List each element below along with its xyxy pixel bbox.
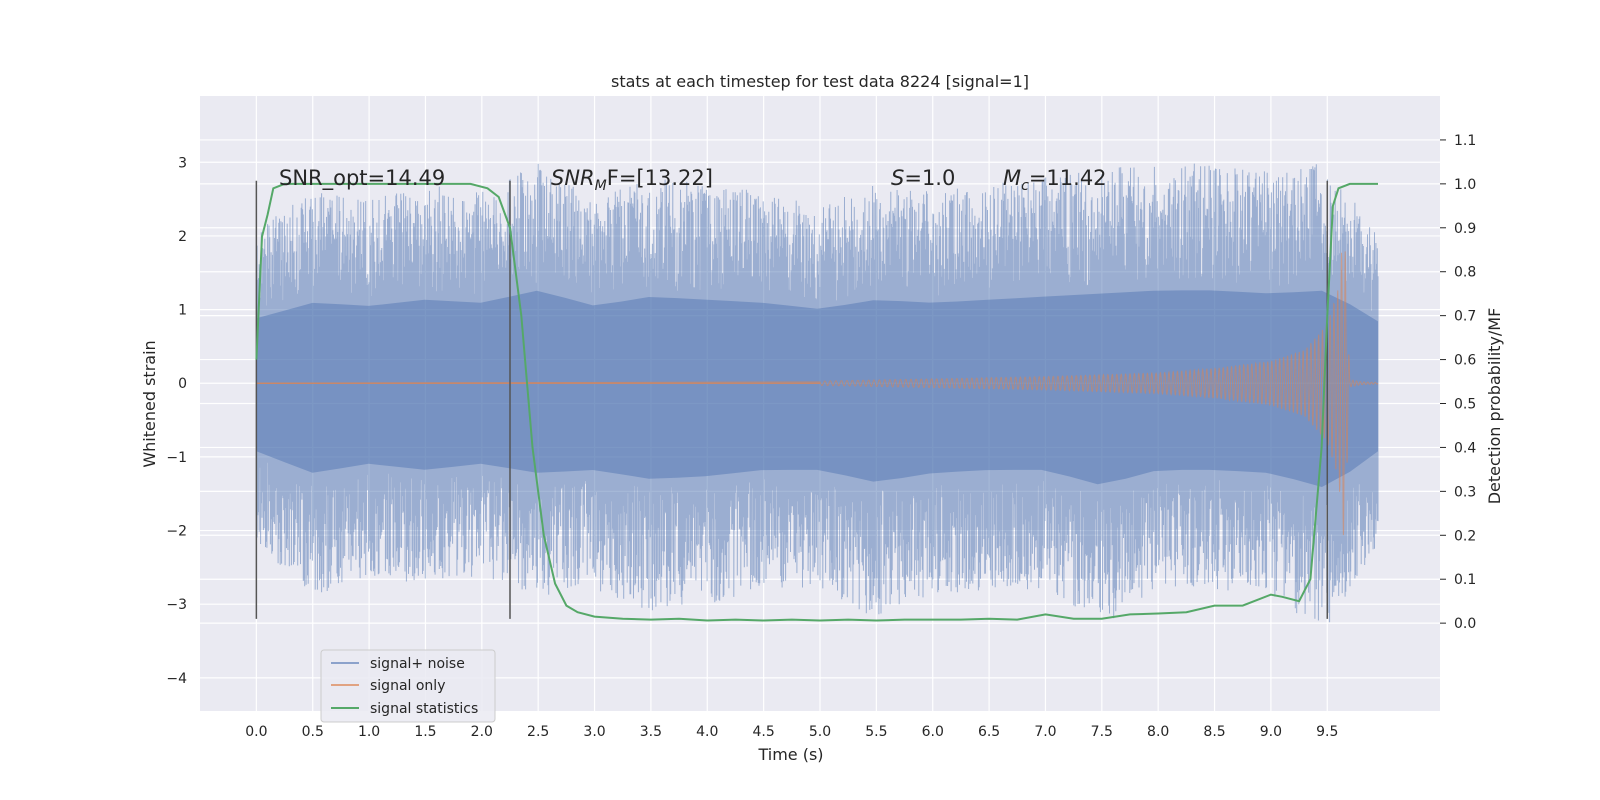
y2-tick-label: 0.4 [1454, 440, 1476, 456]
y-tick-label: −4 [166, 671, 187, 687]
y2-tick-label: 0.7 [1454, 309, 1476, 325]
y-tick-label: 0 [178, 376, 187, 392]
noise-core-band [256, 290, 1378, 487]
x-tick-label: 1.5 [414, 724, 436, 740]
y2-tick-label: 0.3 [1454, 484, 1476, 500]
x-tick-label: 1.0 [358, 724, 380, 740]
y2-tick-label: 0.1 [1454, 572, 1476, 588]
y-ticks: −4 −3 −2 −1 0 1 2 3 [166, 155, 187, 687]
y-tick-label: −3 [166, 597, 187, 613]
x-tick-label: 8.0 [1147, 724, 1169, 740]
stats-series [255, 182, 1378, 622]
x-tick-label: 3.0 [583, 724, 605, 740]
y2-axis-label: Detection probability/MF [1485, 308, 1504, 505]
annotation-mc: Mc=11.42 [1003, 166, 1107, 194]
x-tick-label: 7.5 [1091, 724, 1113, 740]
legend-label-stats: signal statistics [370, 701, 478, 717]
legend-box [320, 649, 496, 723]
x-tick-label: 9.5 [1316, 724, 1338, 740]
y2-tick-label: 1.0 [1454, 177, 1476, 193]
y2-ticks: 0.0 0.1 0.2 0.3 0.4 0.5 0.6 0.7 0.8 0.9 1.0 1.1 [1440, 133, 1476, 632]
annotation-snr-mf: SNRMF=[13.22] [551, 166, 713, 194]
signal-line [256, 251, 1379, 536]
x-tick-label: 5.0 [809, 724, 831, 740]
x-tick-label: 5.5 [865, 724, 887, 740]
signal-series [256, 251, 1379, 536]
y-tick-label: 1 [178, 303, 187, 319]
x-tick-label: 6.5 [978, 724, 1000, 740]
x-tick-label: 2.5 [527, 724, 549, 740]
x-tick-label: 3.5 [640, 724, 662, 740]
chart-title: stats at each timestep for test data 822… [611, 72, 1029, 91]
y2-tick-label: 0.9 [1454, 221, 1476, 237]
legend: signal+ noise signal only signal statist… [320, 649, 496, 723]
y2-tick-label: 0.0 [1454, 616, 1476, 632]
annotations: SNR_opt=14.49 SNRMF=[13.22] S=1.0 Mc=11.… [279, 166, 1107, 194]
x-tick-label: 0.5 [302, 724, 324, 740]
y2-tick-label: 0.2 [1454, 528, 1476, 544]
x-tick-label: 9.0 [1260, 724, 1282, 740]
y-tick-label: −1 [166, 450, 187, 466]
y-tick-label: −2 [166, 524, 187, 540]
y2-tick-label: 1.1 [1454, 133, 1476, 149]
x-tick-label: 7.0 [1034, 724, 1056, 740]
y-tick-label: 2 [178, 229, 187, 245]
legend-label-signal: signal only [370, 678, 445, 694]
plot-layer [255, 163, 1379, 623]
y-axis-label: Whitened strain [140, 340, 159, 467]
y2-tick-label: 0.8 [1454, 265, 1476, 281]
annotation-s: S=1.0 [891, 166, 955, 190]
x-axis-label: Time (s) [757, 745, 823, 764]
x-tick-label: 8.5 [1203, 724, 1225, 740]
x-tick-label: 4.5 [753, 724, 775, 740]
legend-label-noise: signal+ noise [370, 656, 465, 672]
x-tick-label: 6.0 [922, 724, 944, 740]
x-tick-label: 0.0 [245, 724, 267, 740]
x-tick-label: 2.0 [471, 724, 493, 740]
annotation-snr-opt: SNR_opt=14.49 [279, 166, 445, 191]
vline-group [255, 180, 1329, 619]
x-tick-label: 4.0 [696, 724, 718, 740]
stats-line [255, 182, 1378, 622]
y2-tick-label: 0.5 [1454, 397, 1476, 413]
x-ticks: 0.0 0.5 1.0 1.5 2.0 2.5 3.0 3.5 4.0 4.5 5.0 5.5 6.0 6… [245, 724, 1338, 740]
y-tick-label: 3 [178, 155, 187, 171]
y2-tick-label: 0.6 [1454, 353, 1476, 369]
